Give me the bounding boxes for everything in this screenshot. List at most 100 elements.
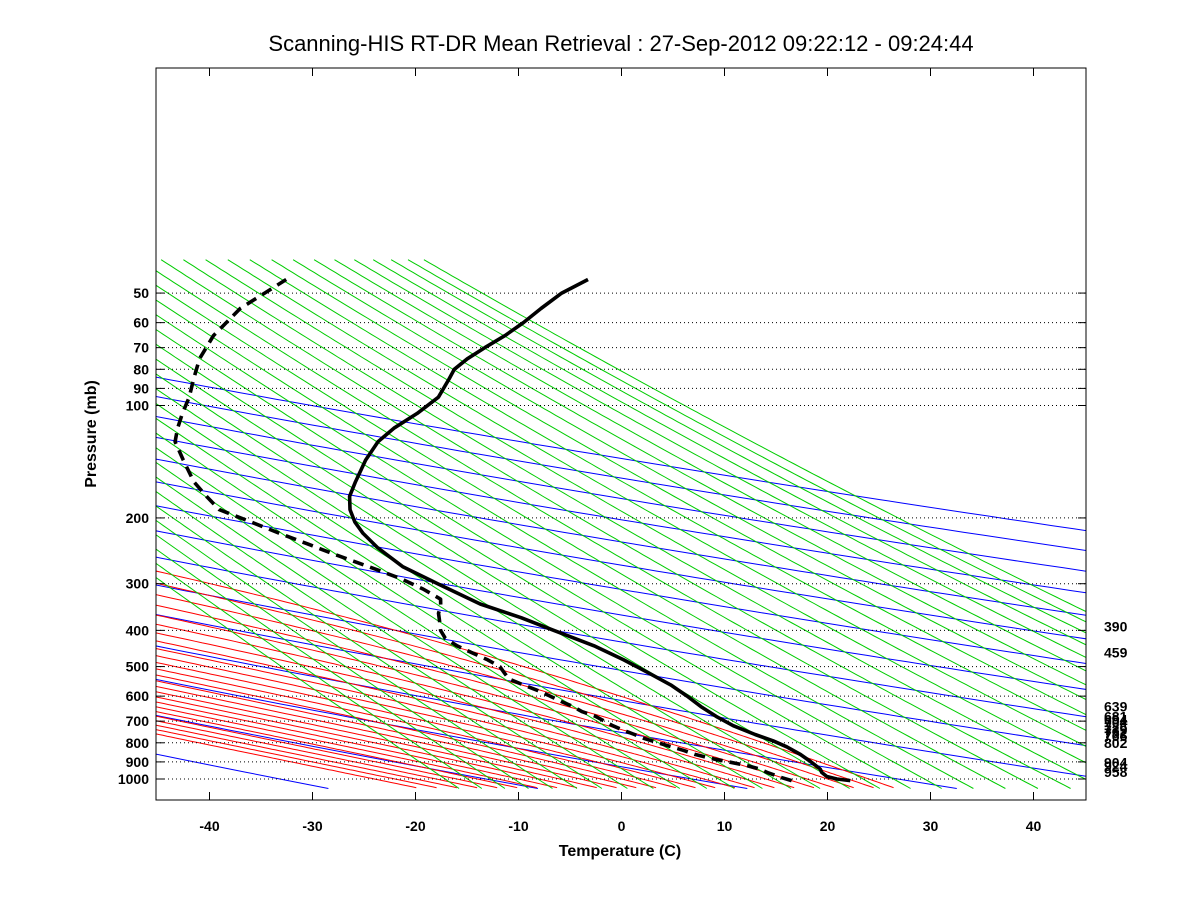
- mixing-ratio-line: [156, 576, 460, 789]
- x-tick-label: 30: [923, 818, 939, 834]
- y-axis-label: Pressure (mb): [83, 380, 100, 488]
- mixing-ratio-line: [156, 505, 578, 789]
- moist-adiabat-line: [156, 696, 578, 789]
- y-tick-label: 600: [126, 688, 150, 704]
- dry-adiabat-line: [156, 481, 1086, 640]
- right-level-label: 739: [1104, 722, 1128, 738]
- moist-adiabat-line: [156, 655, 716, 789]
- axis-ticks: 5060708090100200300400500600700800900100…: [118, 68, 1086, 834]
- right-level-label: 766: [1104, 728, 1128, 744]
- moist-adiabat-line: [156, 632, 775, 789]
- moist-adiabat-line: [156, 661, 696, 789]
- moist-adiabat-line: [156, 680, 637, 789]
- moist-adiabat-line: [156, 582, 874, 789]
- x-axis-label: Temperature (C): [559, 843, 681, 860]
- dewpoint-profile-line: [173, 277, 793, 783]
- mixing-ratio-line: [156, 519, 553, 789]
- mixing-ratio-line: [156, 284, 1006, 789]
- right-level-label: 694: [1104, 712, 1128, 728]
- moist-adiabat-line: [156, 674, 657, 789]
- y-tick-label: 50: [133, 285, 149, 301]
- moist-adiabat-line: [156, 715, 498, 789]
- x-tick-label: 40: [1026, 818, 1042, 834]
- y-tick-label: 900: [126, 754, 150, 770]
- moist-adiabat-line: [156, 668, 676, 789]
- dry-adiabat-line: [156, 458, 1086, 616]
- moist-adiabat-line: [156, 724, 458, 789]
- y-tick-label: 700: [126, 713, 150, 729]
- x-tick-label: 10: [717, 818, 733, 834]
- chart-title: Scanning-HIS RT-DR Mean Retrieval : 27-S…: [268, 31, 973, 56]
- temperature-profile-line: [347, 277, 851, 783]
- right-level-label: 752: [1104, 725, 1128, 741]
- mixing-ratio-line: [372, 259, 1086, 646]
- x-tick-label: 20: [820, 818, 836, 834]
- dry-adiabat-line: [156, 530, 1086, 690]
- mixing-ratio-line: [249, 259, 1086, 731]
- y-tick-label: 300: [126, 576, 150, 592]
- x-tick-label: 0: [618, 818, 626, 834]
- mixing-ratio-line: [156, 358, 850, 789]
- right-level-label: 459: [1104, 645, 1128, 661]
- mixing-ratio-line: [156, 270, 1039, 789]
- mixing-ratio-line: [160, 259, 1071, 789]
- right-level-label: 802: [1104, 735, 1128, 751]
- right-level-label: 726: [1104, 719, 1128, 735]
- moist-adiabat-line: [156, 623, 795, 789]
- mixing-ratio-line: [156, 562, 483, 789]
- x-tick-label: -30: [302, 818, 322, 834]
- right-level-label: 681: [1104, 709, 1128, 725]
- right-level-label: 924: [1104, 758, 1128, 774]
- mixing-ratio-line: [156, 490, 603, 789]
- right-level-label: 390: [1104, 618, 1128, 634]
- mixing-ratio-line: [271, 259, 1086, 716]
- moist-adiabat-line: [156, 640, 755, 789]
- mixing-ratio-line: [156, 548, 506, 789]
- right-level-label: 639: [1104, 698, 1128, 714]
- dry-adiabat-line: [156, 678, 748, 789]
- right-level-label: 704: [1104, 714, 1128, 730]
- y-tick-label: 1000: [118, 771, 149, 787]
- mixing-ratio-line: [183, 259, 1086, 780]
- mixing-ratio-line: [227, 259, 1086, 747]
- mixing-ratio-line: [390, 259, 1086, 634]
- moist-adiabat-line: [156, 711, 518, 789]
- y-tick-label: 100: [126, 398, 150, 414]
- dry-adiabat-line: [156, 556, 1086, 718]
- dry-adiabat-line: [156, 614, 1086, 777]
- y-tick-label: 60: [133, 315, 149, 331]
- dry-adiabat-line: [156, 376, 1086, 532]
- mixing-ratio-line: [156, 534, 529, 789]
- mixing-ratio-line: [156, 417, 735, 789]
- dry-adiabat-line: [156, 584, 1086, 747]
- mixing-ratio-line: [156, 328, 911, 789]
- y-tick-label: 400: [126, 622, 150, 638]
- dry-adiabat-line: [156, 395, 1086, 551]
- mixing-ratio-line: [156, 314, 942, 789]
- y-tick-label: 90: [133, 380, 149, 396]
- guide-lines: [156, 259, 1086, 789]
- right-level-label: 904: [1104, 755, 1128, 771]
- moist-adiabat-line: [156, 604, 834, 789]
- mixing-ratio-line: [156, 432, 708, 789]
- y-tick-label: 70: [133, 340, 149, 356]
- mixing-ratio-line: [334, 259, 1086, 672]
- dry-adiabat-line: [156, 714, 538, 789]
- mixing-ratio-line: [423, 259, 1086, 613]
- x-tick-label: -10: [508, 818, 528, 834]
- moist-adiabat-line: [156, 685, 617, 789]
- y-tick-label: 800: [126, 735, 150, 751]
- mixing-ratio-line: [156, 461, 654, 789]
- dry-adiabat-line: [156, 753, 329, 789]
- moist-adiabat-line: [156, 729, 437, 789]
- mixing-ratio-line: [205, 259, 1086, 764]
- dry-adiabat-line: [156, 436, 1086, 594]
- mixing-ratio-line: [156, 299, 974, 789]
- dry-adiabat-line: [156, 505, 1086, 665]
- mixing-ratio-line: [156, 447, 681, 789]
- mixing-ratio-line: [313, 259, 1086, 686]
- right-level-label: 958: [1104, 764, 1128, 780]
- mixing-ratio-line: [156, 476, 628, 789]
